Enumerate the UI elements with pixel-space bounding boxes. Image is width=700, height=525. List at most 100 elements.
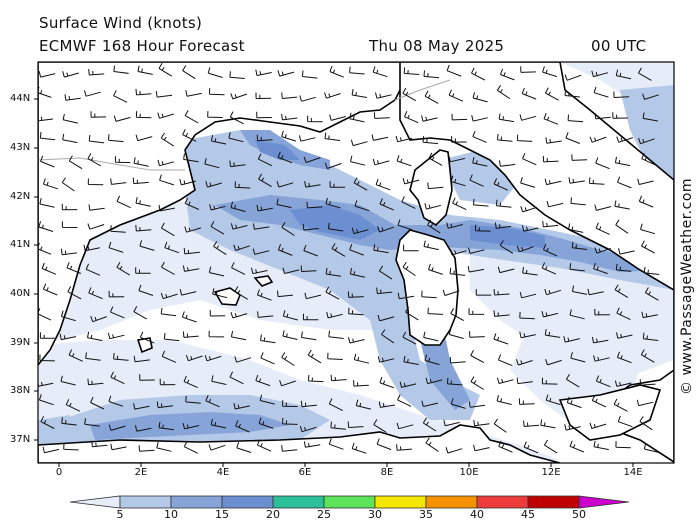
colorbar-segment [323, 495, 376, 509]
wind-barb [63, 443, 79, 451]
wind-barb [544, 329, 561, 338]
wind-barb [182, 422, 200, 430]
wind-barb [304, 292, 322, 300]
colorbar-label-50: 50 [572, 508, 586, 521]
wind-barb [451, 136, 467, 143]
wind-barb [281, 113, 298, 121]
colorbar [69, 495, 630, 509]
wind-barb [639, 416, 653, 431]
wind-barb [522, 267, 538, 276]
wind-barb [210, 221, 225, 235]
wind-barb [324, 132, 340, 141]
wind-barb [235, 420, 250, 433]
wind-barb [229, 160, 246, 168]
wind-barb [375, 92, 392, 99]
wind-barb [372, 66, 388, 78]
wind-barb [299, 425, 317, 433]
wind-barb [236, 442, 252, 453]
wind-barb [135, 224, 152, 232]
wind-barb [282, 310, 299, 321]
wind-barb [61, 177, 75, 192]
wind-barb [257, 311, 274, 318]
wind-barb [60, 248, 77, 256]
wind-barb [569, 263, 585, 272]
wind-barb [251, 267, 268, 275]
wind-barb [616, 332, 633, 339]
wind-barb [519, 311, 535, 320]
lat-label-42n: 42N [10, 191, 31, 202]
colorbar-label-10: 10 [164, 508, 178, 521]
wind-barb [351, 89, 367, 98]
wind-barb [424, 354, 440, 366]
wind-barb [353, 353, 370, 364]
colorbar-segment [221, 495, 274, 509]
wind-barb [329, 65, 344, 78]
wind-barb [428, 152, 443, 166]
wind-barb [40, 416, 55, 429]
wind-barb [519, 291, 537, 299]
wind-barb [443, 419, 460, 427]
wind-barb [448, 89, 464, 102]
wind-barb [68, 349, 84, 362]
wind-barb [497, 377, 514, 384]
wind-barb [546, 200, 564, 208]
wind-barb [327, 222, 344, 232]
wind-barb [349, 244, 364, 256]
wind-barb [642, 332, 659, 341]
wind-barb [209, 204, 226, 211]
wind-barb [328, 330, 344, 339]
wind-barb [348, 337, 365, 344]
wind-barb [228, 132, 244, 143]
wind-barb [451, 113, 468, 121]
wind-barb [497, 354, 513, 367]
wind-barb [230, 201, 246, 212]
wind-barb [85, 263, 101, 276]
wind-barb [185, 354, 203, 362]
wind-barb [447, 377, 463, 386]
wind-barb [137, 65, 153, 75]
wind-barb [210, 135, 227, 145]
wind-barb [258, 417, 274, 429]
wind-barb [467, 266, 485, 273]
wind-barb [328, 398, 343, 412]
wind-barb [108, 290, 125, 298]
colorbar-label-30: 30 [368, 508, 382, 521]
colorbar-label-25: 25 [317, 508, 331, 521]
wind-barb [404, 111, 419, 124]
wind-barb [376, 438, 392, 451]
wind-barb [330, 374, 347, 382]
wind-barb [595, 375, 611, 388]
wind-barb [493, 333, 509, 345]
wind-barb [381, 329, 395, 344]
wind-barb [87, 331, 103, 341]
wind-barb [108, 134, 124, 143]
wind-barb [401, 196, 416, 209]
wind-barb [299, 95, 316, 102]
wind-barb [617, 415, 633, 428]
wind-barb [377, 226, 394, 233]
wind-barb [113, 115, 131, 122]
wind-barb [351, 442, 367, 454]
wind-barb [570, 197, 586, 206]
wind-barb [88, 287, 103, 300]
wind-barb [591, 70, 609, 78]
lon-label-14e: 14E [623, 467, 643, 478]
wind-barb [566, 396, 582, 409]
wind-barb [108, 424, 126, 431]
wind-barb [66, 262, 81, 274]
wind-barb [442, 289, 460, 296]
wind-barb [90, 396, 105, 410]
wind-barb [139, 374, 155, 381]
forecast-time: 00 UTC [591, 37, 647, 55]
lon-label-8e: 8E [380, 467, 394, 478]
colorbar-under-triangle [69, 495, 121, 509]
wind-barb [615, 69, 632, 80]
wind-barb [497, 133, 513, 142]
wind-barb [349, 66, 365, 75]
wind-barb [613, 91, 630, 98]
wind-barb [163, 333, 180, 342]
wind-barb [183, 247, 200, 255]
wind-barb [493, 310, 510, 317]
colorbar-segment [425, 495, 478, 509]
